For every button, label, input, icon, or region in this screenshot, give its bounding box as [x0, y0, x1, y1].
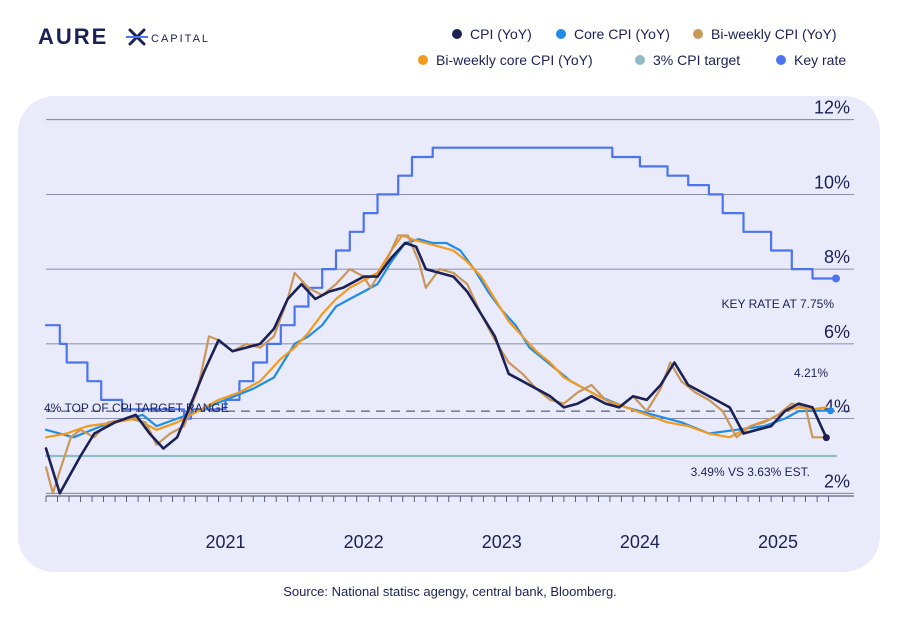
logo-capital-text: CAPITAL [151, 33, 208, 45]
ytick-label-10: 10% [814, 172, 850, 192]
legend-item-3: Bi-weekly core CPI (YoY) [418, 52, 593, 68]
xtick-label-2023: 2023 [482, 532, 522, 552]
core-cpi-endpoint [826, 407, 834, 415]
annotation-key-rate: KEY RATE AT 7.75% [722, 297, 835, 311]
legend-swatch [776, 55, 786, 65]
legend-item-5: Key rate [776, 52, 846, 68]
series-line-bi-weekly-core-cpi-yoy- [44, 234, 828, 439]
legend-swatch [418, 55, 428, 65]
source-note: Source: National statisc agengy, central… [283, 584, 617, 599]
legend-swatch [556, 29, 566, 39]
series-line-cpi-yoy- [44, 241, 828, 495]
legend-label: Key rate [794, 52, 847, 68]
legend-item-1: Core CPI (YoY) [556, 26, 670, 42]
legend-swatch [693, 29, 703, 39]
xtick-label-2025: 2025 [758, 532, 798, 552]
legend-item-4: 3% CPI target [635, 52, 740, 68]
logo-wordmark: AURE [38, 24, 108, 49]
legend-label: Bi-weekly CPI (YoY) [711, 26, 837, 42]
ytick-label-4: 4% [824, 397, 850, 417]
series-line-key-rate [44, 146, 838, 420]
legend-swatch [635, 55, 645, 65]
ytick-label-12: 12% [814, 98, 850, 118]
xtick-label-2024: 2024 [620, 532, 660, 552]
logo-x-mark [126, 28, 148, 46]
series-line-bi-weekly-cpi-yoy- [44, 234, 828, 495]
chart-legend: CPI (YoY) Core CPI (YoY) Bi-weekly CPI (Yo… [0, 0, 900, 80]
chart-panel: 2% 4% 6% 8% 10% 12% 2021 2022 2023 2024 2025 4% TOP… [18, 96, 880, 572]
ytick-label-2: 2% [824, 471, 850, 491]
legend-label: CPI (YoY) [470, 26, 532, 42]
legend-label: Core CPI (YoY) [574, 26, 670, 42]
cpi-line-chart: 2% 4% 6% 8% 10% 12% 2021 2022 2023 2024 2025 4% TOP… [44, 98, 854, 552]
key-rate-endpoint [832, 274, 840, 283]
ytick-label-6: 6% [824, 322, 850, 342]
annotation-cpi-latest: 4.21% [794, 366, 828, 380]
legend-item-2: Bi-weekly CPI (YoY) [693, 26, 837, 42]
ytick-label-8: 8% [824, 247, 850, 267]
aurex-capital-logo: AURE CAPITAL [38, 24, 208, 49]
xtick-label-2022: 2022 [344, 532, 384, 552]
legend-label: Bi-weekly core CPI (YoY) [436, 52, 593, 68]
annotation-target-range: 4% TOP OF CPI TARGET RANGE [44, 401, 229, 415]
xtick-label-2021: 2021 [206, 532, 246, 552]
legend-swatch [452, 29, 462, 39]
legend-label: 3% CPI target [653, 52, 741, 68]
legend-item-0: CPI (YoY) [452, 26, 532, 42]
annotation-estimate: 3.49% VS 3.63% EST. [691, 465, 810, 479]
cpi-endpoint [822, 434, 830, 442]
